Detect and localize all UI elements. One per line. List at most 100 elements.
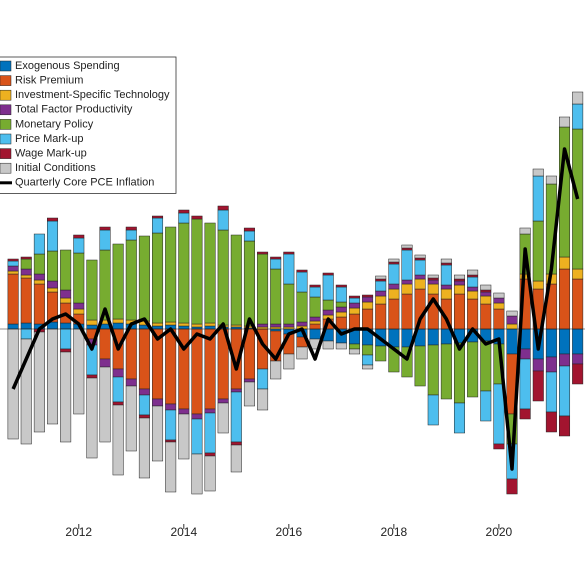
legend-label: Price Mark-up — [15, 133, 83, 145]
bar-segment — [125, 378, 137, 387]
bar-segment — [467, 286, 479, 292]
bar-segment — [283, 323, 295, 328]
bar-segment — [178, 325, 190, 330]
bar-segment — [125, 226, 137, 231]
bar-segment — [125, 229, 137, 241]
bar-segment — [348, 297, 360, 304]
bar-segment — [506, 323, 518, 330]
bar-segment — [99, 229, 111, 251]
bar-segment — [322, 340, 334, 350]
bar-segment — [33, 279, 45, 285]
bar-segment — [138, 414, 150, 419]
legend-label: Quarterly Core PCE Inflation — [15, 177, 154, 189]
bar-segment — [152, 232, 164, 324]
bar-segment — [112, 376, 124, 403]
bar-segment — [296, 346, 308, 360]
bar-segment — [191, 328, 203, 415]
bar-segment — [467, 341, 479, 398]
bar-segment — [453, 293, 465, 330]
bar-segment — [99, 328, 111, 360]
bar-segment — [362, 308, 374, 330]
bar-segment — [427, 394, 439, 426]
bar-segment — [348, 343, 360, 350]
legend-swatch — [0, 60, 12, 72]
bar-segment — [453, 274, 465, 280]
bar-segment — [440, 264, 452, 286]
bar-segment — [243, 381, 255, 407]
bar-segment — [33, 283, 45, 325]
bar-segment — [480, 284, 492, 291]
bar-segment — [480, 295, 492, 305]
bar-segment — [545, 175, 557, 185]
bar-segment — [348, 302, 360, 309]
bar-segment — [283, 326, 295, 330]
bar-segment — [572, 363, 584, 385]
bar-segment — [414, 259, 426, 276]
bar-segment — [348, 307, 360, 315]
bar-segment — [230, 441, 242, 446]
bar-segment — [427, 283, 439, 295]
bar-segment — [178, 212, 190, 224]
bar-segment — [388, 261, 400, 265]
bar-segment — [283, 353, 295, 370]
legend-box — [0, 56, 177, 194]
bar-segment — [427, 277, 439, 281]
bar-segment — [165, 226, 177, 323]
bar-segment — [204, 408, 216, 414]
bar-segment — [47, 220, 59, 252]
bar-segment — [375, 295, 387, 305]
bar-segment — [257, 326, 269, 330]
x-tick-label: 2020 — [486, 525, 513, 539]
bar-segment — [138, 394, 150, 416]
bar-segment — [257, 368, 269, 390]
bar-segment — [283, 251, 295, 255]
bar-segment — [47, 217, 59, 222]
bar-segment — [493, 292, 505, 299]
bar-segment — [99, 226, 111, 231]
bar-segment — [559, 256, 571, 270]
bar-segment — [20, 328, 32, 340]
bar-segment — [217, 402, 229, 434]
bar-segment — [165, 439, 177, 443]
bar-segment — [440, 262, 452, 266]
bar-segment — [545, 328, 557, 358]
bar-segment — [33, 331, 45, 433]
bar-segment — [559, 268, 571, 330]
bar-segment — [230, 388, 242, 393]
bar-segment — [152, 322, 164, 327]
bar-segment — [467, 274, 479, 278]
bar-segment — [375, 275, 387, 280]
bar-segment — [270, 326, 282, 330]
bar-segment — [73, 328, 85, 415]
bar-segment — [20, 338, 32, 445]
bar-segment — [401, 249, 413, 281]
bar-segment — [427, 279, 439, 285]
bar-segment — [388, 258, 400, 263]
bar-segment — [401, 279, 413, 285]
bar-segment — [204, 222, 216, 324]
bar-segment — [401, 247, 413, 251]
legend-swatch — [0, 89, 12, 101]
bar-segment — [519, 358, 531, 410]
bar-segment — [60, 322, 72, 330]
bar-segment — [493, 302, 505, 310]
bar-segment — [33, 233, 45, 255]
bar-segment — [7, 260, 19, 267]
bar-segment — [545, 371, 557, 413]
bar-segment — [559, 415, 571, 437]
bar-segment — [112, 401, 124, 406]
legend-label: Total Factor Productivity — [15, 104, 133, 116]
bar-segment — [348, 295, 360, 299]
bar-segment — [335, 286, 347, 303]
bar-segment — [519, 348, 531, 360]
bar-segment — [257, 253, 269, 325]
bar-segment — [270, 256, 282, 260]
bar-segment — [296, 321, 308, 327]
legend-swatch — [0, 162, 12, 174]
bar-segment — [243, 227, 255, 232]
bar-segment — [204, 412, 216, 454]
bar-segment — [335, 301, 347, 308]
inflation-line — [11, 147, 580, 471]
bar-segment — [414, 345, 426, 387]
